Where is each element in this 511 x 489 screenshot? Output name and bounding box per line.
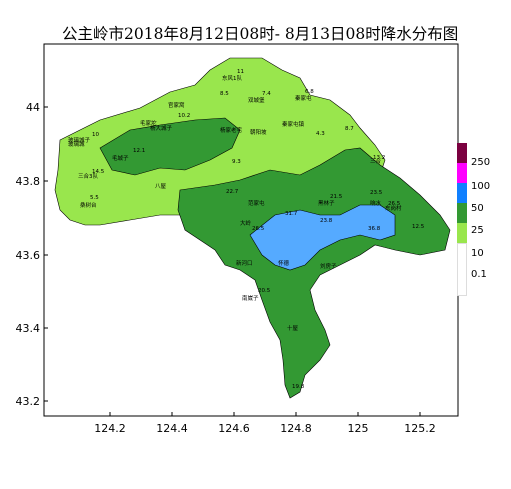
legend-label-250: 250 xyxy=(471,157,491,168)
value-label: 4.3 xyxy=(316,131,325,137)
town-label: 官家窝 xyxy=(168,101,185,109)
value-label: 12.1 xyxy=(133,148,145,154)
y-axis xyxy=(44,106,48,402)
value-label: 13.2 xyxy=(373,155,385,161)
town-label: 杨大城子 xyxy=(150,124,173,132)
town-label: 玻璃城 xyxy=(68,140,85,148)
town-label: 三合 xyxy=(370,157,382,165)
value-label: 5.5 xyxy=(90,195,99,201)
region-dark-green-west xyxy=(99,117,241,176)
x-tick-label: 124.4 xyxy=(156,422,188,435)
value-label: 7.4 xyxy=(262,91,271,97)
value-label: 9.3 xyxy=(232,159,241,165)
town-label: 大岭 xyxy=(240,219,252,227)
x-tick-label: 124.8 xyxy=(280,422,312,435)
value-label: 10 xyxy=(92,132,99,138)
value-label: 23.8 xyxy=(320,218,333,224)
value-label: 10.2 xyxy=(178,113,190,119)
value-label: 26.5 xyxy=(252,226,265,232)
town-label: 新河口 xyxy=(236,259,253,267)
value-label: 14.5 xyxy=(92,169,105,175)
legend-label-10: 10 xyxy=(471,248,484,259)
town-label: 响水 xyxy=(370,199,382,207)
town-label: 朝阳坡 xyxy=(250,128,267,136)
legend-swatch-25 xyxy=(457,203,467,223)
legend-label-01: 0.1 xyxy=(471,269,487,280)
town-label: 南崴子 xyxy=(242,294,259,302)
town-label: 双城堡 xyxy=(248,96,265,104)
town-label: 十屋 xyxy=(287,324,299,332)
value-label: 22.7 xyxy=(226,189,239,195)
value-label: 26.5 xyxy=(388,201,401,207)
x-tick-label: 124.2 xyxy=(94,422,126,435)
town-label: 三合3队 xyxy=(78,172,98,180)
town-label: 秦家屯 xyxy=(295,94,312,102)
legend-label-25: 25 xyxy=(471,225,484,236)
legend-swatch-01 xyxy=(457,243,467,296)
legend-swatch-100 xyxy=(457,163,467,183)
y-tick-label: 43.6 xyxy=(16,249,41,262)
town-label: 玻璃城子 xyxy=(68,136,91,144)
value-label: 8.5 xyxy=(220,91,229,97)
town-label: 杨家老宅 xyxy=(220,126,243,134)
value-label: 36.8 xyxy=(368,226,381,232)
town-label: 刘房子 xyxy=(320,262,337,270)
town-label: 秦家屯镇 xyxy=(282,120,305,128)
map-title: 公主岭市2018年8月12日08时- 8月13日08时降水分布图 xyxy=(62,25,459,43)
x-tick-label: 125 xyxy=(348,422,369,435)
town-label: 桑树台 xyxy=(80,201,97,209)
town-label: 东岗村 xyxy=(385,204,402,212)
legend-swatch-10 xyxy=(457,223,467,243)
town-label: 八屋 xyxy=(155,183,167,190)
town-label: 怀德 xyxy=(278,259,290,267)
town-label: 毛城子 xyxy=(112,154,129,162)
value-label: 19.8 xyxy=(292,384,305,390)
value-label: 12.5 xyxy=(412,224,425,230)
value-label: 21.5 xyxy=(330,194,343,200)
y-tick-label: 43.4 xyxy=(16,322,41,335)
legend-label-100: 100 xyxy=(471,181,491,192)
town-label: 毛家坨 xyxy=(140,119,157,127)
x-tick-label: 124.6 xyxy=(218,422,250,435)
value-label: 31.7 xyxy=(285,211,298,217)
value-label: 11 xyxy=(237,69,244,75)
y-tick-label: 43.8 xyxy=(16,175,41,188)
legend-swatch-250 xyxy=(457,143,467,163)
x-tick-label: 125.2 xyxy=(404,422,436,435)
y-tick-label: 43.2 xyxy=(16,395,41,408)
legend-swatch-50 xyxy=(457,183,467,203)
region-blue xyxy=(249,204,396,271)
town-label: 东风1队 xyxy=(222,74,242,82)
town-label: 黑林子 xyxy=(318,199,335,207)
value-label: 8.7 xyxy=(345,126,354,132)
x-axis xyxy=(109,412,421,416)
y-tick-label: 44 xyxy=(26,101,40,114)
town-label: 范家屯 xyxy=(248,199,265,207)
value-label: 23.5 xyxy=(370,190,383,196)
value-label: 6.8 xyxy=(305,89,314,95)
legend-label-50: 50 xyxy=(471,203,484,214)
value-label: 20.5 xyxy=(258,288,271,294)
